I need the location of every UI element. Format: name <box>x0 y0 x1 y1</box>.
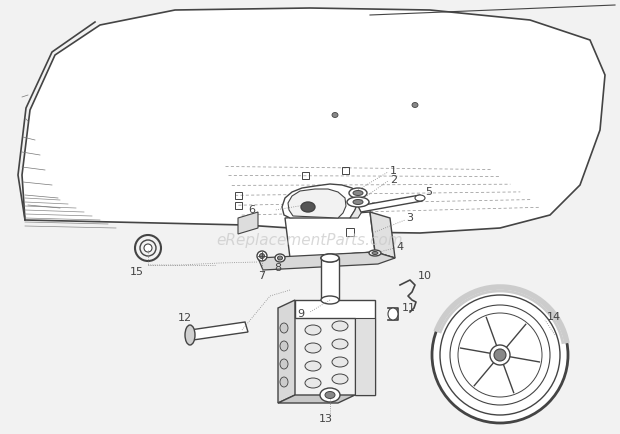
Text: 4: 4 <box>396 242 403 252</box>
Text: 11: 11 <box>402 303 416 313</box>
Polygon shape <box>350 194 363 218</box>
Bar <box>342 167 348 174</box>
Ellipse shape <box>260 253 265 259</box>
Ellipse shape <box>321 254 339 262</box>
Ellipse shape <box>490 345 510 365</box>
Ellipse shape <box>432 287 568 423</box>
Polygon shape <box>355 318 375 395</box>
Ellipse shape <box>275 254 285 262</box>
Polygon shape <box>278 395 355 403</box>
Ellipse shape <box>369 250 381 256</box>
Bar <box>234 201 242 208</box>
Ellipse shape <box>257 251 267 261</box>
Ellipse shape <box>280 341 288 351</box>
Text: 5: 5 <box>425 187 432 197</box>
Ellipse shape <box>135 235 161 261</box>
Ellipse shape <box>353 200 363 204</box>
Ellipse shape <box>144 244 152 252</box>
Ellipse shape <box>321 254 339 262</box>
Polygon shape <box>282 184 358 218</box>
Text: 10: 10 <box>418 271 432 281</box>
Ellipse shape <box>305 361 321 371</box>
Ellipse shape <box>347 197 369 207</box>
Ellipse shape <box>412 102 418 108</box>
Ellipse shape <box>494 349 506 361</box>
Bar <box>346 228 354 236</box>
Bar <box>234 191 242 198</box>
Polygon shape <box>238 212 258 234</box>
Text: 13: 13 <box>319 414 333 424</box>
Ellipse shape <box>280 359 288 369</box>
Text: 9: 9 <box>297 309 304 319</box>
Text: 3: 3 <box>406 213 413 223</box>
Bar <box>301 171 309 178</box>
Ellipse shape <box>353 191 363 195</box>
Ellipse shape <box>458 313 542 397</box>
Ellipse shape <box>320 388 340 402</box>
Polygon shape <box>358 195 422 212</box>
Ellipse shape <box>278 256 283 260</box>
Ellipse shape <box>305 378 321 388</box>
Text: 15: 15 <box>130 267 144 277</box>
Ellipse shape <box>349 188 367 198</box>
Ellipse shape <box>280 377 288 387</box>
Polygon shape <box>22 8 605 233</box>
Polygon shape <box>288 189 346 218</box>
Polygon shape <box>278 300 295 403</box>
Text: 1: 1 <box>390 166 397 176</box>
Ellipse shape <box>305 325 321 335</box>
Text: 14: 14 <box>547 312 561 322</box>
Text: 6: 6 <box>248 205 255 215</box>
Ellipse shape <box>185 325 195 345</box>
Polygon shape <box>290 252 395 264</box>
Ellipse shape <box>332 357 348 367</box>
Text: 8: 8 <box>274 263 281 273</box>
Ellipse shape <box>450 305 550 405</box>
Ellipse shape <box>332 339 348 349</box>
Polygon shape <box>258 252 395 270</box>
Ellipse shape <box>332 112 338 118</box>
Text: eReplacementParts.com: eReplacementParts.com <box>216 233 404 247</box>
Ellipse shape <box>415 195 425 201</box>
Ellipse shape <box>372 251 378 254</box>
Ellipse shape <box>440 295 560 415</box>
Ellipse shape <box>332 374 348 384</box>
Ellipse shape <box>388 308 398 320</box>
Ellipse shape <box>332 321 348 331</box>
Ellipse shape <box>301 202 315 212</box>
Polygon shape <box>295 300 375 395</box>
Text: 12: 12 <box>178 313 192 323</box>
Ellipse shape <box>140 240 156 256</box>
Polygon shape <box>285 212 375 258</box>
Ellipse shape <box>305 343 321 353</box>
Text: 7: 7 <box>258 271 265 281</box>
Ellipse shape <box>325 391 335 398</box>
Ellipse shape <box>280 323 288 333</box>
Polygon shape <box>321 258 339 300</box>
Polygon shape <box>370 212 395 258</box>
Text: 2: 2 <box>390 175 397 185</box>
Polygon shape <box>190 322 248 340</box>
Ellipse shape <box>321 296 339 304</box>
